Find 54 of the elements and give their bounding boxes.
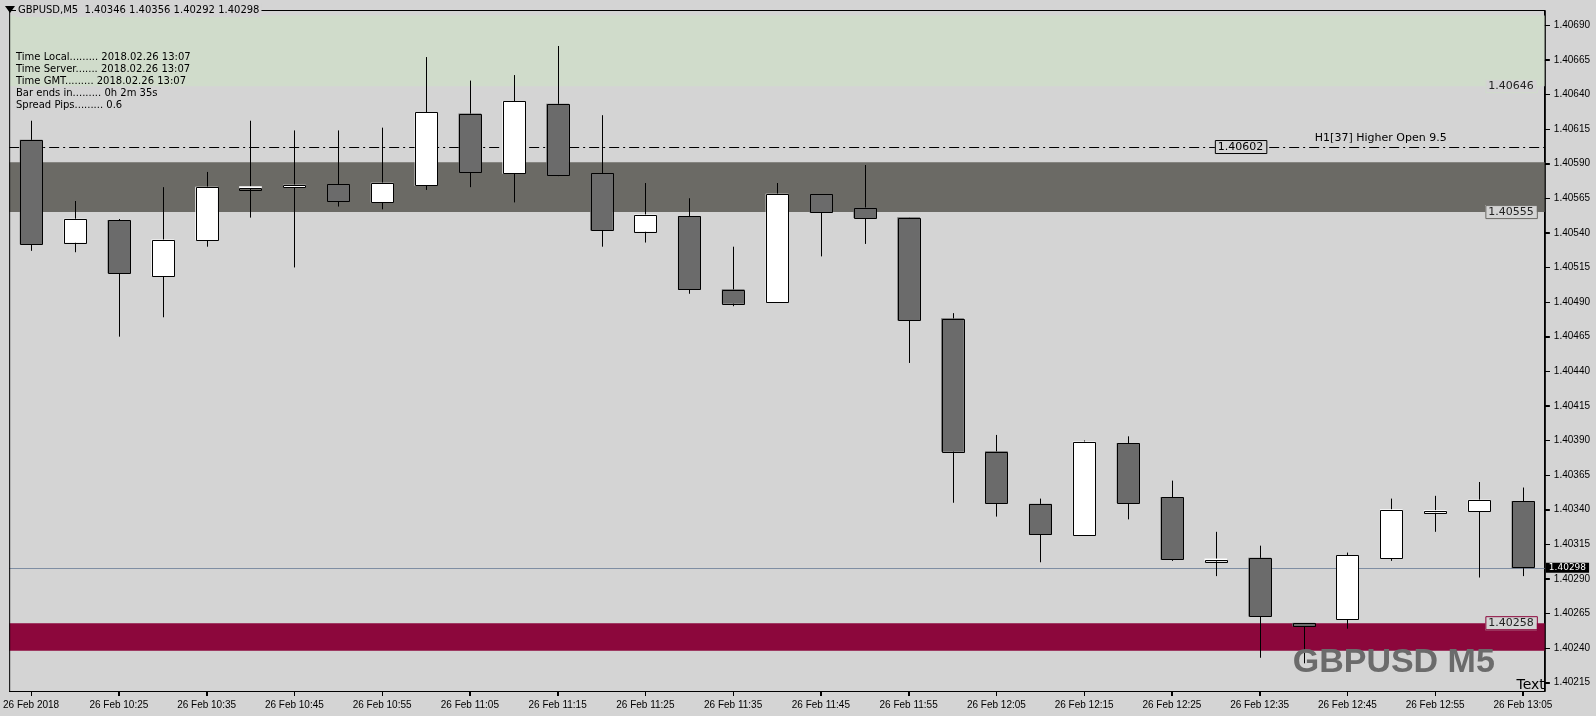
candlestick [721, 246, 745, 307]
y-tick-label: 1.40240 [1553, 641, 1591, 653]
y-tick-label: 1.40490 [1553, 295, 1591, 307]
band-label: 1.40646 [1488, 78, 1534, 92]
y-tick-label: 1.40215 [1553, 676, 1591, 688]
annotation: Text [1515, 675, 1546, 692]
annotation: Bar ends in......... 0h 2m 35s [16, 86, 158, 98]
x-tick-label: 26 Feb 13:05 [1493, 698, 1553, 710]
x-tick-label: 26 Feb 10:35 [177, 698, 237, 710]
y-tick-label: 1.40315 [1553, 538, 1591, 550]
x-tick-label: 26 Feb 12:45 [1317, 698, 1378, 710]
y-tick-label: 1.40615 [1553, 122, 1591, 134]
y-tick-label: 1.40290 [1553, 572, 1591, 584]
chart-title: GBPUSD,M5 1.40346 1.40356 1.40292 1.40298 [18, 3, 260, 15]
annotation: Time GMT......... 2018.02.26 13:07 [15, 74, 186, 86]
x-tick-label: 26 Feb 12:35 [1230, 698, 1290, 710]
annotation: H1[37] Higher Open 9.5 [1314, 130, 1447, 144]
x-tick-label: 26 Feb 10:55 [352, 698, 413, 710]
y-tick-label: 1.40690 [1553, 18, 1591, 30]
y-tick-label: 1.40640 [1553, 88, 1591, 100]
x-tick-label: 26 Feb 11:55 [879, 698, 939, 710]
candlestick [1467, 481, 1491, 578]
x-tick-label: 26 Feb 11:35 [704, 698, 763, 710]
x-tick-label: 26 Feb 10:25 [89, 698, 149, 710]
y-tick-label: 1.40540 [1553, 226, 1591, 238]
x-tick-label: 26 Feb 12:25 [1142, 698, 1202, 710]
y-tick-label: 1.40440 [1553, 365, 1591, 377]
y-tick-label: 1.40465 [1553, 330, 1591, 342]
y-tick-label: 1.40390 [1553, 434, 1591, 446]
band-label: 1.40258 [1488, 616, 1534, 630]
ref-line-label: 1.40298 [1548, 562, 1587, 573]
x-tick-label: 26 Feb 11:15 [528, 698, 588, 710]
x-tick-label: 26 Feb 12:55 [1405, 698, 1466, 710]
y-tick-label: 1.40365 [1553, 468, 1591, 480]
x-tick-label: 26 Feb 2018 [3, 698, 60, 710]
x-tick-label: 26 Feb 10:45 [264, 698, 325, 710]
annotation: GBPUSD M5 [1292, 641, 1495, 680]
x-tick-label: 26 Feb 12:05 [966, 698, 1027, 710]
x-tick-label: 26 Feb 11:25 [616, 698, 675, 710]
y-tick-label: 1.40665 [1553, 53, 1591, 65]
x-tick-label: 26 Feb 11:05 [440, 698, 500, 710]
y-tick-label: 1.40340 [1553, 503, 1591, 515]
x-tick-label: 26 Feb 12:15 [1054, 698, 1115, 710]
y-tick-label: 1.40415 [1553, 399, 1591, 411]
x-tick-label: 26 Feb 11:45 [791, 698, 851, 710]
y-tick-label: 1.40590 [1553, 157, 1591, 169]
annotation: Time Local......... 2018.02.26 13:07 [15, 50, 191, 62]
annotation: Time Server....... 2018.02.26 13:07 [15, 62, 191, 74]
y-tick-label: 1.40515 [1553, 261, 1591, 273]
ref-line-label: 1.40602 [1217, 139, 1264, 153]
y-tick-label: 1.40265 [1553, 607, 1591, 619]
annotation: Spread Pips......... 0.6 [16, 98, 123, 110]
band-label: 1.40555 [1488, 204, 1534, 218]
y-tick-label: 1.40565 [1553, 191, 1591, 203]
